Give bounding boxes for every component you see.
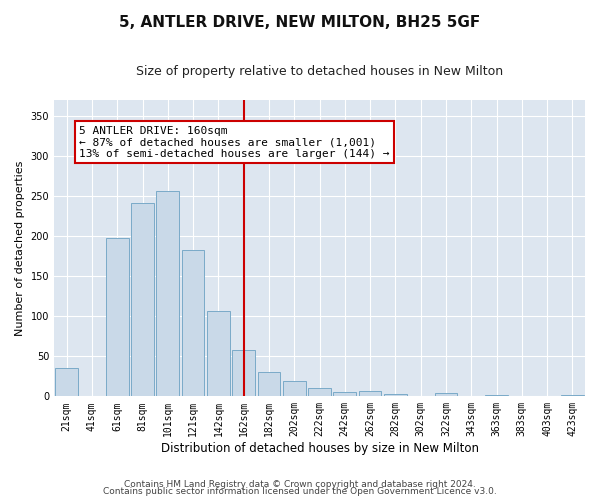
Bar: [283, 381, 305, 396]
Bar: [308, 388, 331, 396]
Bar: [182, 250, 205, 396]
Text: 5 ANTLER DRIVE: 160sqm
← 87% of detached houses are smaller (1,001)
13% of semi-: 5 ANTLER DRIVE: 160sqm ← 87% of detached…: [79, 126, 390, 159]
Bar: [131, 202, 154, 396]
Bar: [485, 394, 508, 396]
Text: 5, ANTLER DRIVE, NEW MILTON, BH25 5GF: 5, ANTLER DRIVE, NEW MILTON, BH25 5GF: [119, 15, 481, 30]
Title: Size of property relative to detached houses in New Milton: Size of property relative to detached ho…: [136, 65, 503, 78]
Bar: [232, 350, 255, 397]
Bar: [434, 393, 457, 396]
Bar: [157, 190, 179, 396]
Y-axis label: Number of detached properties: Number of detached properties: [15, 160, 25, 336]
Bar: [106, 238, 128, 396]
X-axis label: Distribution of detached houses by size in New Milton: Distribution of detached houses by size …: [161, 442, 479, 455]
Text: Contains public sector information licensed under the Open Government Licence v3: Contains public sector information licen…: [103, 487, 497, 496]
Bar: [257, 372, 280, 396]
Bar: [384, 394, 407, 396]
Bar: [55, 368, 78, 396]
Bar: [359, 390, 382, 396]
Bar: [561, 394, 584, 396]
Text: Contains HM Land Registry data © Crown copyright and database right 2024.: Contains HM Land Registry data © Crown c…: [124, 480, 476, 489]
Bar: [207, 310, 230, 396]
Bar: [334, 392, 356, 396]
